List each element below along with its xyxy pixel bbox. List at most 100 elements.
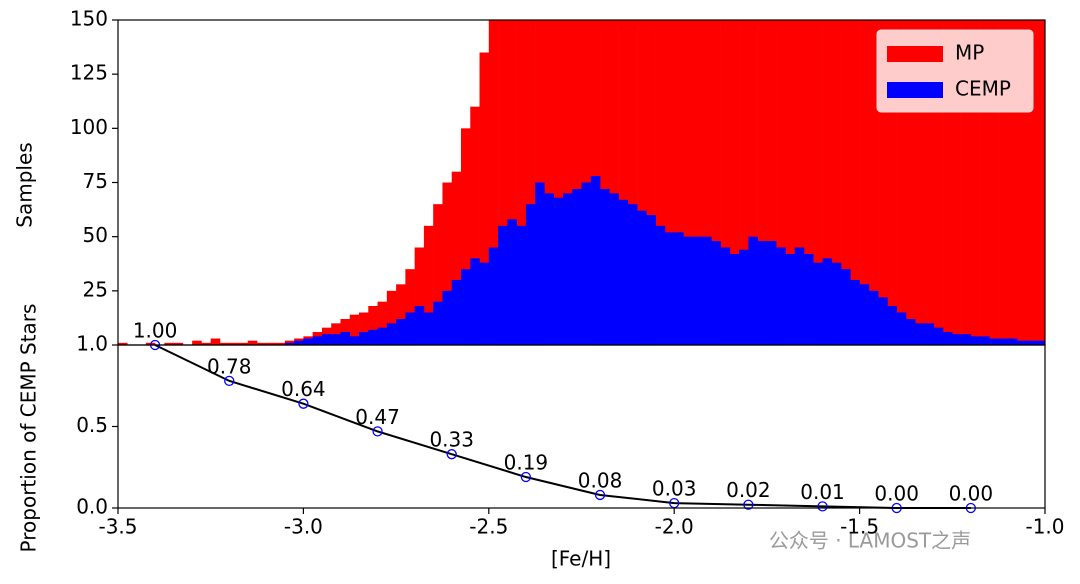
histogram-bar	[841, 20, 851, 345]
histogram-bar	[702, 20, 712, 345]
marker	[594, 489, 606, 501]
histogram-bar	[794, 247, 805, 345]
value-label: 0.64	[281, 377, 326, 401]
histogram-bar	[905, 319, 916, 345]
histogram-bar	[349, 314, 360, 345]
watermark: 公众号 · LAMOST之声	[769, 529, 971, 553]
histogram-bar	[433, 204, 443, 345]
histogram-bar	[813, 20, 823, 345]
histogram-bar	[451, 171, 462, 345]
histogram-bar	[118, 342, 128, 345]
histogram-bar	[173, 342, 184, 345]
histogram-bar	[776, 247, 786, 345]
histogram-bar	[664, 20, 675, 345]
histogram-bar	[229, 342, 239, 345]
histogram-bar	[507, 219, 517, 345]
value-label: 0.00	[949, 482, 994, 506]
y-axis-label: Proportion of CEMP Stars	[17, 304, 41, 553]
histogram-bar	[831, 262, 842, 345]
line	[154, 344, 971, 509]
histogram-bar	[1035, 20, 1045, 345]
histogram-bar	[729, 20, 740, 345]
histogram-bar	[321, 334, 332, 345]
histogram-bar	[720, 20, 731, 345]
histogram-bar	[201, 342, 211, 345]
histogram-bar	[479, 262, 490, 345]
histogram-bar	[739, 249, 749, 345]
histogram-bar	[785, 254, 796, 345]
histogram-bar	[553, 20, 564, 345]
marker	[743, 499, 754, 510]
x-tick-label: -1.0	[1025, 515, 1064, 539]
histogram-bar	[396, 319, 406, 345]
y-tick-label: 125	[70, 61, 108, 85]
histogram-bar	[664, 232, 675, 345]
histogram-bar	[757, 20, 768, 345]
histogram-bar	[312, 336, 323, 345]
histogram-bar	[460, 269, 471, 345]
histogram-bar	[868, 290, 879, 345]
y-tick-label: 75	[83, 169, 108, 193]
histogram-bar	[702, 236, 712, 345]
histogram-bar	[284, 342, 295, 345]
x-tick-label: -2.5	[469, 515, 508, 539]
histogram-bar	[609, 193, 619, 345]
histogram-bar	[794, 20, 805, 345]
histogram-bar	[618, 20, 629, 345]
histogram-bar	[386, 290, 397, 345]
histogram-bar	[433, 301, 443, 345]
value-label: 0.01	[800, 480, 845, 504]
histogram-bar	[386, 323, 397, 345]
histogram-bar	[813, 262, 823, 345]
value-label: 0.47	[355, 405, 400, 429]
histogram-bar	[980, 336, 990, 345]
histogram-bar	[692, 20, 703, 345]
histogram-bar	[340, 332, 351, 345]
histogram-bar	[868, 20, 879, 345]
histogram-bar	[423, 225, 434, 345]
histogram-bar	[1017, 20, 1027, 345]
histogram-bar	[766, 20, 777, 345]
histogram-bar	[878, 20, 888, 345]
histogram-bar	[757, 241, 768, 345]
histogram-bar	[859, 20, 870, 345]
histogram-bar	[711, 20, 721, 345]
histogram-bar	[303, 338, 313, 345]
histogram-bar	[943, 332, 953, 345]
histogram-bar	[887, 20, 897, 345]
histogram-bar	[989, 338, 999, 345]
histogram-bar	[349, 336, 360, 345]
histogram-bar	[618, 199, 629, 345]
histogram-bar	[359, 312, 369, 345]
histogram-bar	[1017, 340, 1027, 345]
marker	[817, 501, 828, 512]
histogram-bar	[516, 20, 527, 345]
histogram-bar	[720, 247, 731, 345]
histogram-bar	[803, 254, 814, 345]
histogram-bar	[785, 20, 796, 345]
histogram-bar	[887, 306, 897, 345]
histogram-bar	[164, 342, 174, 345]
histogram-bar	[637, 20, 647, 345]
axes-frame	[117, 344, 1046, 509]
histogram-bar	[674, 20, 684, 345]
histogram-bar	[516, 225, 527, 345]
y-tick-label: 150	[70, 7, 108, 31]
histogram-bar	[414, 247, 425, 345]
histogram-area	[118, 20, 1045, 345]
histogram-bar	[729, 254, 740, 345]
y-tick-label: 0.0	[76, 495, 108, 519]
histogram-bar	[507, 20, 517, 345]
histogram-bar	[915, 323, 925, 345]
legend-label: CEMP	[955, 77, 1011, 101]
histogram-bar	[535, 182, 545, 345]
histogram-bar	[748, 236, 758, 345]
histogram-bar	[1007, 338, 1018, 345]
histogram-bar	[525, 20, 536, 345]
y-tick-label: 0.5	[76, 413, 108, 437]
histogram-bar	[498, 20, 508, 345]
histogram-bar	[952, 334, 962, 345]
histogram-bar	[905, 20, 916, 345]
histogram-bar	[1026, 20, 1037, 345]
histogram-bar	[627, 20, 638, 345]
